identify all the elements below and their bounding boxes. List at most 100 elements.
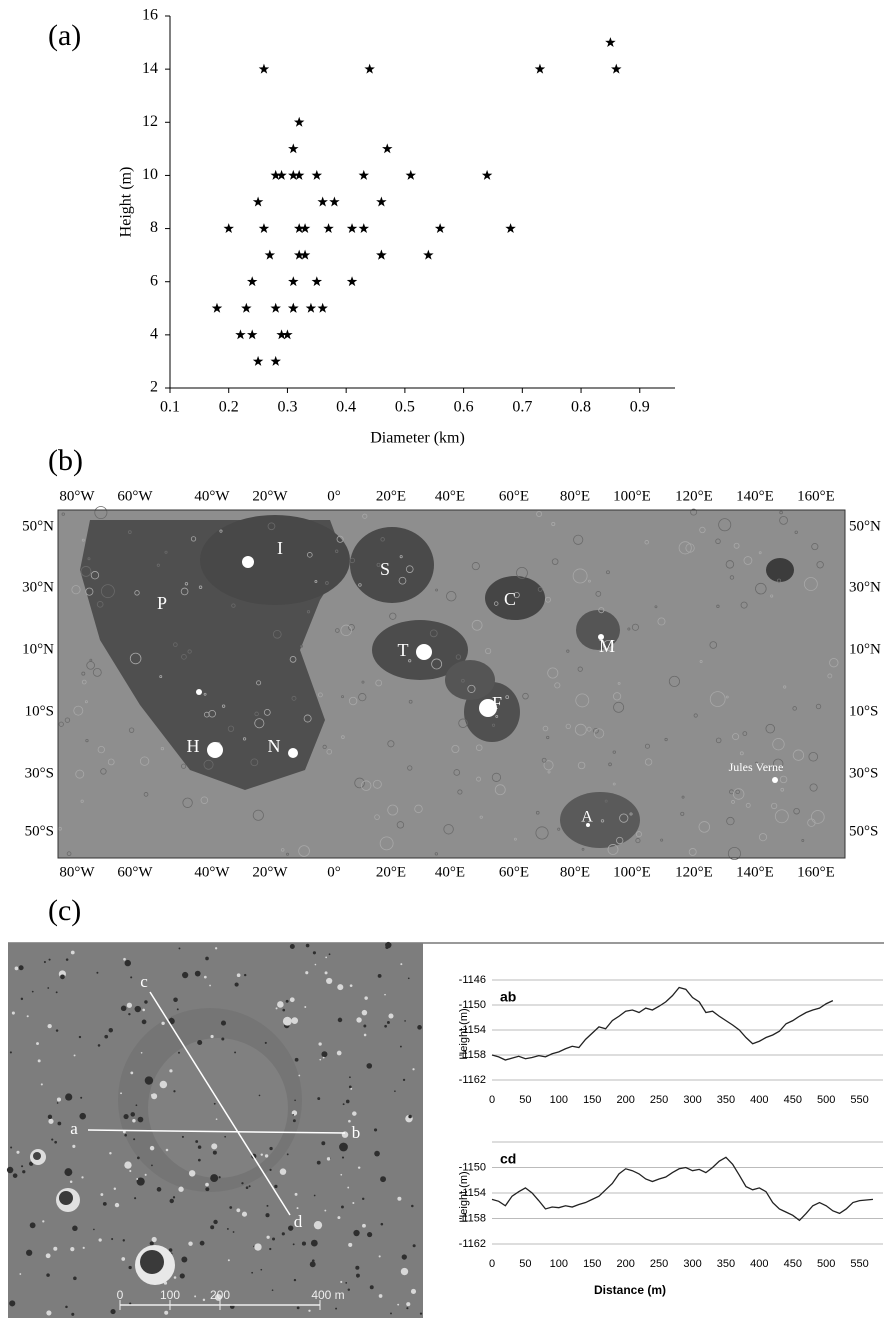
lon-label: 80°W [59, 488, 95, 504]
star-point [252, 196, 264, 207]
feature-label: T [398, 640, 409, 660]
star-point [405, 169, 416, 180]
star-point [505, 223, 516, 234]
star-point [434, 223, 446, 234]
star-point [299, 223, 311, 234]
star-point [376, 249, 387, 260]
lon-label: 20°E [376, 488, 406, 504]
lon-label: 120°E [675, 488, 713, 504]
y-tick-label: 16 [142, 7, 158, 24]
x-tick-label: 0.2 [219, 399, 239, 416]
feature-label: H [187, 736, 200, 756]
lon-label: 120°E [675, 864, 713, 880]
star-point [311, 169, 323, 180]
x-tick-label: 150 [583, 1258, 601, 1270]
x-tick-label: 0.1 [160, 399, 180, 416]
star-point [270, 169, 281, 180]
x-tick-label: 500 [817, 1094, 835, 1106]
star-point [293, 223, 305, 234]
star-point [276, 169, 287, 180]
y-tick-label: -1162 [459, 1074, 486, 1086]
star-point [346, 223, 358, 234]
lon-label: 20°E [376, 864, 406, 880]
lon-label: 100°E [613, 864, 651, 880]
x-tick-label: 400 [750, 1094, 768, 1106]
star-point [311, 276, 323, 287]
star-point [481, 169, 493, 180]
lon-label: 0° [327, 488, 341, 504]
y-axis-label: Height (m) [118, 167, 135, 238]
star-point [317, 302, 328, 313]
star-point [288, 276, 299, 287]
x-tick-label: 450 [784, 1258, 802, 1270]
lat-label: 50°N [22, 518, 54, 534]
x-tick-label: 100 [550, 1094, 568, 1106]
lon-label: 80°E [560, 488, 590, 504]
lon-label: 0° [327, 864, 341, 880]
lat-label: 30°S [25, 765, 54, 781]
star-point [611, 63, 622, 74]
star-point [252, 355, 264, 366]
lon-label: 160°E [797, 864, 835, 880]
star-point [288, 302, 299, 313]
feature-label: I [277, 538, 283, 558]
lat-label: 10°S [849, 703, 878, 719]
point-label: c [140, 972, 148, 991]
star-point [376, 196, 387, 207]
map-frame [57, 509, 846, 859]
star-point [264, 249, 276, 260]
x-tick-label: 400 [750, 1258, 768, 1270]
lon-label: 20°W [252, 864, 288, 880]
scale-label: 100 [160, 1288, 180, 1302]
x-axis-label: Distance (m) [594, 1283, 666, 1297]
star-point [276, 329, 287, 340]
x-tick-label: 0 [489, 1258, 495, 1270]
star-point [246, 329, 258, 340]
scale-label: 0 [117, 1288, 124, 1302]
star-point [288, 169, 299, 180]
star-point [605, 37, 616, 48]
feature-label: S [380, 559, 390, 579]
y-tick-label: -1150 [459, 1161, 486, 1173]
y-tick-label: 8 [150, 219, 158, 236]
point-label: a [70, 1119, 78, 1138]
lon-label: 60°W [117, 864, 153, 880]
lon-label: 60°E [499, 864, 529, 880]
x-tick-label: 0.5 [395, 399, 415, 416]
lon-label: 140°E [736, 488, 774, 504]
point-label: b [352, 1123, 361, 1142]
feature-label: A [581, 809, 593, 826]
lon-label: 40°E [435, 488, 465, 504]
chart-title: ab [500, 989, 516, 1005]
x-tick-label: 0 [489, 1094, 495, 1106]
x-tick-label: 550 [850, 1094, 868, 1106]
lon-label: 80°E [560, 864, 590, 880]
lat-label: 50°N [849, 518, 881, 534]
x-tick-label: 100 [550, 1258, 568, 1270]
y-tick-label: -1158 [459, 1212, 486, 1224]
y-tick-label: -1154 [459, 1187, 486, 1199]
star-point [246, 276, 258, 287]
star-point [323, 223, 334, 234]
x-tick-label: 50 [519, 1258, 531, 1270]
lon-label: 40°W [194, 864, 230, 880]
x-tick-label: 550 [850, 1258, 868, 1270]
x-tick-label: 350 [717, 1094, 735, 1106]
map-image [58, 506, 845, 861]
star-point [423, 249, 434, 260]
scale-label: 400 m [311, 1288, 344, 1302]
star-point [346, 276, 358, 287]
lon-label: 80°W [59, 864, 95, 880]
y-tick-label: -1150 [459, 999, 486, 1011]
x-tick-label: 0.6 [454, 399, 474, 416]
star-point [293, 116, 305, 127]
lat-label: 50°S [849, 823, 878, 839]
x-tick-label: 200 [616, 1094, 634, 1106]
profile-line [491, 986, 834, 1061]
x-tick-label: 250 [650, 1258, 668, 1270]
lat-label: 30°N [849, 579, 881, 595]
point-label: d [294, 1212, 303, 1231]
star-point [241, 302, 252, 313]
x-tick-label: 300 [683, 1258, 701, 1270]
star-point [364, 63, 375, 74]
